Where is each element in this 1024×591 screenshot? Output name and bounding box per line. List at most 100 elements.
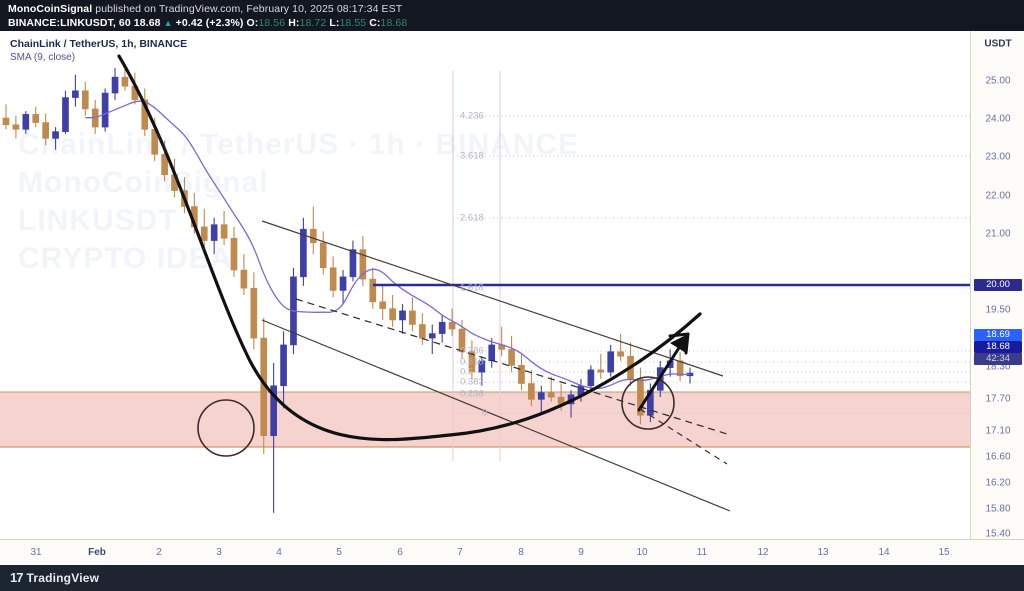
price-tick-17-10: 17.10 [985,425,1011,437]
time-tick-6: 6 [397,547,403,558]
chart-canvas [0,54,970,513]
time-tick-10: 10 [636,547,648,558]
arrow-head-bar-2 [684,332,690,355]
candle-body [42,122,49,139]
channel-upper-line[interactable] [261,220,724,377]
candle-body [32,114,40,123]
time-tick-5: 5 [336,547,342,558]
price-tick-21-00: 21.00 [985,228,1011,240]
candle-body [547,392,555,398]
time-tick-3: 3 [216,547,222,558]
arrow-shaft [637,338,686,412]
price-tick-16-60: 16.60 [985,451,1011,463]
open-value: 18.56 [258,17,286,29]
sma-9-line [85,100,690,390]
bullish-projection-arrow[interactable] [637,332,690,412]
candle-body [319,242,327,269]
chart-plot[interactable]: ChainLink / TetherUS · 1h · BINANCE Mono… [0,31,970,539]
fib-label-0-5: 0.5 [460,366,474,378]
price-change: +0.42 (+2.3%) [175,17,244,29]
price-highlight-42-34[interactable]: 42:34 [974,353,1022,365]
candle-body [300,228,307,278]
candle-body [12,124,20,130]
candle-body [399,310,406,321]
candle-body [607,351,615,373]
time-axis[interactable]: 31 Feb 2 3 4 5 6 7 8 9 10 11 12 13 14 15 [0,539,1024,565]
time-tick-13: 13 [817,547,829,558]
price-axis-unit: USDT [984,38,1012,50]
candle-body [537,392,545,400]
price-highlight-18-69[interactable]: 18.69 [974,329,1022,341]
candle-body [339,276,347,291]
candle-body [22,114,30,130]
candle-body [52,131,59,139]
low-value: 18.55 [339,17,367,29]
price-tick-22-00: 22.00 [985,190,1011,202]
time-tick-8: 8 [518,547,524,558]
author-name: MonoCoinSignal [8,3,93,15]
candle-body [508,349,515,366]
candle-body [62,97,69,132]
candle-body [210,224,218,241]
price-highlight-20-00[interactable]: 20.00 [974,279,1022,291]
time-tick-15: 15 [938,547,950,558]
candle-body [280,344,287,387]
candle-body [389,308,396,321]
price-axis[interactable]: USDT 25.00 24.00 23.00 22.00 21.00 19.50 18.30… [970,31,1024,540]
fib-label-0-786: 0.786 [460,345,484,357]
candle-body [230,237,238,271]
fib-label-3-618: 3.618 [460,150,484,162]
candle-body [637,378,644,416]
high-label: H: [288,17,300,29]
rounded-bottom-curve[interactable] [117,54,702,442]
time-tick-2: 2 [156,547,162,558]
candle-body [359,249,367,280]
candle-body [111,76,119,94]
candle-body [200,226,208,241]
low-label: L: [329,17,340,29]
price-tick-24-00: 24.00 [985,113,1011,125]
candle-body [488,344,496,362]
high-value: 18.72 [299,17,327,29]
price-highlight-18-68[interactable]: 18.68 [974,341,1022,353]
open-label: O: [246,17,259,29]
candlestick-series [2,65,694,513]
candle-body [597,369,605,373]
channel-lower-line[interactable] [261,319,731,512]
arrow-head-icon [670,334,688,353]
candle-body [448,321,456,330]
circle-annotation-feb3-low[interactable] [197,399,255,457]
brand-bar: 17 TradingView [0,565,1024,591]
tradingview-logo[interactable]: 17 TradingView [10,570,99,585]
fib-label-0-236: 0.236 [460,388,484,400]
fib-label-0-618: 0.618 [460,356,484,368]
candle-body [72,90,79,98]
circle-annotation-feb10-retest[interactable] [621,376,675,430]
candle-body [478,360,486,373]
tradingview-name: TradingView [26,571,100,585]
fib-label-0-382: 0.382 [460,376,484,388]
time-tick-14: 14 [878,547,890,558]
candle-body [518,365,525,384]
published-text: published on TradingView.com, February 1… [95,3,403,15]
time-tick-4: 4 [276,547,282,558]
price-tick-15-40: 15.40 [985,528,1011,540]
chart-area[interactable]: ChainLink / TetherUS · 1h · BINANCE Mono… [0,31,1024,565]
candle-body [458,328,466,353]
candle-body [2,117,10,126]
fib-label-0: 0 [482,407,488,419]
price-tick-15-80: 15.80 [985,503,1011,515]
time-tick-9: 9 [578,547,584,558]
candle-body [349,249,357,278]
last-price: 18.68 [133,17,161,29]
time-tick-7: 7 [457,547,463,558]
time-tick-31: 31 [30,547,42,558]
fib-label-1-618: 1.618 [460,282,484,294]
close-value: 18.68 [380,17,408,29]
dashed-trendline[interactable] [295,298,728,435]
price-tick-19-50: 19.50 [985,304,1011,316]
candle-body [329,267,337,291]
header-bar: MonoCoinSignal published on TradingView.… [0,0,1024,31]
price-tick-16-20: 16.20 [985,477,1011,489]
